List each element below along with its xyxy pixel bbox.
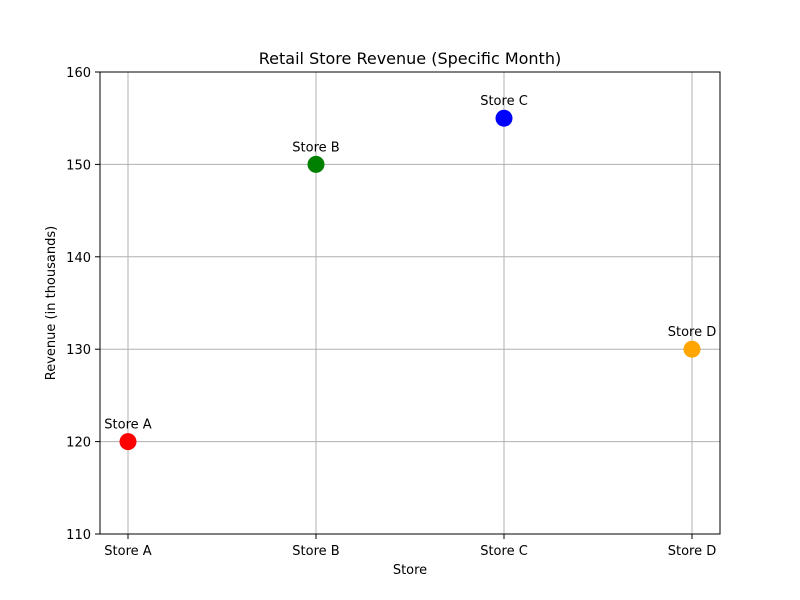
points-layer [119, 109, 701, 451]
y-tick-label: 160 [66, 66, 91, 81]
data-point-label: Store C [480, 94, 528, 109]
y-tick-label: 110 [66, 528, 91, 543]
data-point-label: Store A [104, 418, 151, 433]
data-point [307, 155, 325, 173]
y-tick-label: 130 [66, 343, 91, 358]
y-axis-label: Revenue (in thousands) [44, 226, 59, 380]
ticks-layer: Store A Store B Store C Store D 110 120 130 140… [66, 66, 716, 559]
data-point [119, 433, 137, 451]
x-tick-label: Store B [292, 544, 339, 559]
y-tick-label: 150 [66, 158, 91, 173]
y-tick-label: 120 [66, 436, 91, 451]
plot-frame [99, 71, 721, 535]
data-point [683, 340, 701, 358]
data-point [495, 109, 513, 127]
data-point-label: Store B [292, 140, 339, 155]
x-axis-label: Store [393, 563, 427, 578]
labels-layer: Store A Store B Store C Store D [104, 94, 716, 432]
y-tick-label: 140 [66, 251, 91, 266]
x-tick-label: Store D [668, 544, 717, 559]
x-tick-label: Store C [480, 544, 528, 559]
data-point-label: Store D [668, 325, 717, 340]
x-tick-label: Store A [104, 544, 151, 559]
chart-title: Retail Store Revenue (Specific Month) [259, 49, 561, 68]
